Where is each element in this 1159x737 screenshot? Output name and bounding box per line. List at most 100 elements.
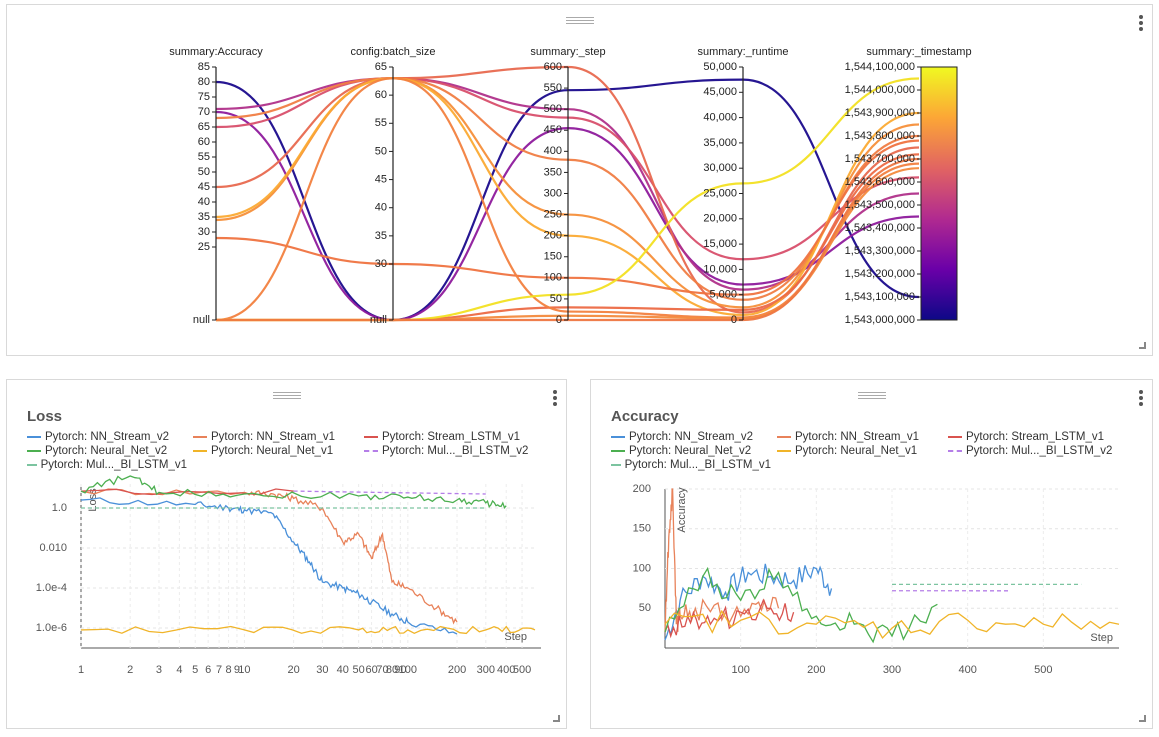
legend-item[interactable]: Pytorch: Mul..._BI_LSTM_v1 [27, 458, 187, 472]
loss-series-line [80, 475, 507, 509]
y-tick-label: 1.0 [52, 502, 67, 514]
loss-series-line [80, 488, 458, 625]
legend-swatch-icon [611, 436, 625, 438]
axis-tick-label: 25 [198, 241, 210, 253]
legend-swatch-icon [611, 464, 621, 466]
axis-tick-label: 45,000 [703, 86, 737, 98]
x-tick-label: 9 [234, 664, 240, 676]
axis-tick-label: 100 [544, 272, 562, 284]
x-tick-label: 100 [731, 664, 749, 676]
drag-handle-icon[interactable] [272, 392, 301, 400]
legend-item[interactable]: Pytorch: Neural_Net_v1 [777, 444, 942, 458]
axis-tick-label: 15,000 [703, 238, 737, 250]
axis-title: summary:_step [530, 46, 605, 58]
x-tick-label: 90 [394, 664, 406, 676]
legend-item[interactable]: Pytorch: NN_Stream_v1 [777, 430, 942, 444]
legend-item[interactable]: Pytorch: Stream_LSTM_v1 [948, 430, 1118, 444]
axis-tick-label: 1,543,700,000 [845, 153, 915, 165]
x-axis-label: Step [1090, 632, 1113, 644]
resize-handle-icon[interactable] [553, 715, 560, 722]
legend-item[interactable]: Pytorch: Neural_Net_v2 [611, 444, 771, 458]
loss-series-line [80, 497, 458, 635]
legend-item[interactable]: Pytorch: Neural_Net_v2 [27, 444, 187, 458]
legend-label: Pytorch: Neural_Net_v2 [45, 445, 168, 457]
x-tick-label: 500 [513, 664, 531, 676]
axis-tick-label: 400 [544, 145, 562, 157]
x-tick-label: 60 [365, 664, 377, 676]
x-tick-label: 20 [287, 664, 299, 676]
panel-menu-icon[interactable] [1138, 15, 1144, 33]
axis-tick-label: 1,544,000,000 [845, 84, 915, 96]
parallel-coordinates-chart[interactable]: summary:Accuracy 85 80 75 70 65 60 55 50 45 40 35 30… [7, 5, 1154, 357]
axis-tick-label: 1,543,400,000 [845, 222, 915, 234]
loss-series-line [80, 625, 536, 635]
axis-tick-label: 200 [544, 230, 562, 242]
axis-tick-label: 45 [375, 173, 387, 185]
legend-label: Pytorch: NN_Stream_v2 [629, 431, 753, 443]
resize-handle-icon[interactable] [1139, 715, 1146, 722]
accuracy-chart-panel: Accuracy Pytorch: NN_Stream_v2 Pytorch: N… [590, 379, 1153, 729]
axis-tick-label: 5,000 [709, 289, 737, 301]
legend-item[interactable]: Pytorch: NN_Stream_v1 [193, 430, 358, 444]
legend-swatch-icon [27, 450, 41, 452]
accuracy-series-line [664, 563, 833, 641]
legend-label: Pytorch: NN_Stream_v2 [45, 431, 169, 443]
x-axis-label: Step [504, 631, 527, 643]
legend-row: Pytorch: Mul..._BI_LSTM_v1 [611, 458, 1124, 472]
axis-tick-label: 45 [198, 181, 210, 193]
legend-item[interactable]: Pytorch: NN_Stream_v2 [611, 430, 771, 444]
axis-tick-label: 80 [198, 76, 210, 88]
resize-handle-icon[interactable] [1139, 342, 1146, 349]
x-tick-label: 1 [78, 664, 84, 676]
axis-tick-label: 300 [544, 187, 562, 199]
legend-label: Pytorch: Mul..._BI_LSTM_v2 [966, 445, 1113, 457]
y-axis-label: Accuracy [676, 487, 688, 533]
axis-tick-label: 85 [198, 61, 210, 73]
legend-swatch-icon [193, 450, 207, 452]
x-tick-label: 8 [226, 664, 232, 676]
y-tick-label: 0.010 [39, 542, 67, 554]
legend-label: Pytorch: Neural_Net_v2 [629, 445, 752, 457]
axis-tick-label: 1,543,300,000 [845, 245, 915, 257]
legend-label: Pytorch: Mul..._BI_LSTM_v2 [382, 445, 529, 457]
axis-tick-label: 350 [544, 166, 562, 178]
accuracy-series-line [664, 609, 1120, 639]
drag-handle-icon[interactable] [857, 392, 886, 400]
accuracy-series-line [664, 488, 780, 633]
loss-line-chart[interactable]: 1.0 0.010 1.0e-4 1.0e-6 1 2 3 4 5 6 7 8 910 20 30 40 50 6… [7, 380, 568, 730]
x-tick-label: 10 [238, 664, 250, 676]
drag-handle-icon[interactable] [565, 17, 594, 25]
legend-swatch-icon [777, 450, 791, 452]
axis-tick-label: 1,543,500,000 [845, 199, 915, 211]
legend-item[interactable]: Pytorch: Stream_LSTM_v1 [364, 430, 534, 444]
legend-item[interactable]: Pytorch: NN_Stream_v2 [27, 430, 187, 444]
axis-tick-label: 50,000 [703, 61, 737, 73]
axis-title: summary:_runtime [697, 46, 788, 58]
legend-item[interactable]: Pytorch: Mul..._BI_LSTM_v2 [948, 444, 1118, 458]
legend-label: Pytorch: Stream_LSTM_v1 [382, 431, 521, 443]
chart-legend: Pytorch: NN_Stream_v2 Pytorch: NN_Stream_… [27, 430, 540, 472]
x-tick-label: 200 [807, 664, 825, 676]
axis-tick-label: 10,000 [703, 263, 737, 275]
axis-tick-label: 50 [375, 145, 387, 157]
accuracy-line-chart[interactable]: 200 150 100 50 100 200 300 400 500 Accuracy Step [591, 380, 1154, 730]
panel-menu-icon[interactable] [1138, 390, 1144, 408]
chart-title: Loss [27, 408, 63, 425]
panel-menu-icon[interactable] [552, 390, 558, 408]
x-tick-label: 400 [958, 664, 976, 676]
legend-item[interactable]: Pytorch: Neural_Net_v1 [193, 444, 358, 458]
legend-item[interactable]: Pytorch: Mul..._BI_LSTM_v1 [611, 458, 771, 472]
x-tick-label: 7 [216, 664, 222, 676]
axis-title: config:batch_size [351, 46, 436, 58]
axis-tick-label: 60 [198, 136, 210, 148]
legend-swatch-icon [364, 436, 378, 438]
parcoords-line [215, 110, 920, 322]
axis-tick-label: 40 [375, 202, 387, 214]
parcoords-line [215, 78, 920, 322]
parcoords-line [215, 139, 920, 296]
axis-tick-label: 50 [198, 166, 210, 178]
legend-item[interactable]: Pytorch: Mul..._BI_LSTM_v2 [364, 444, 534, 458]
y-tick-label: 1.0e-6 [36, 622, 67, 634]
accuracy-series-line [664, 566, 938, 644]
axis-tick-label: 70 [198, 106, 210, 118]
